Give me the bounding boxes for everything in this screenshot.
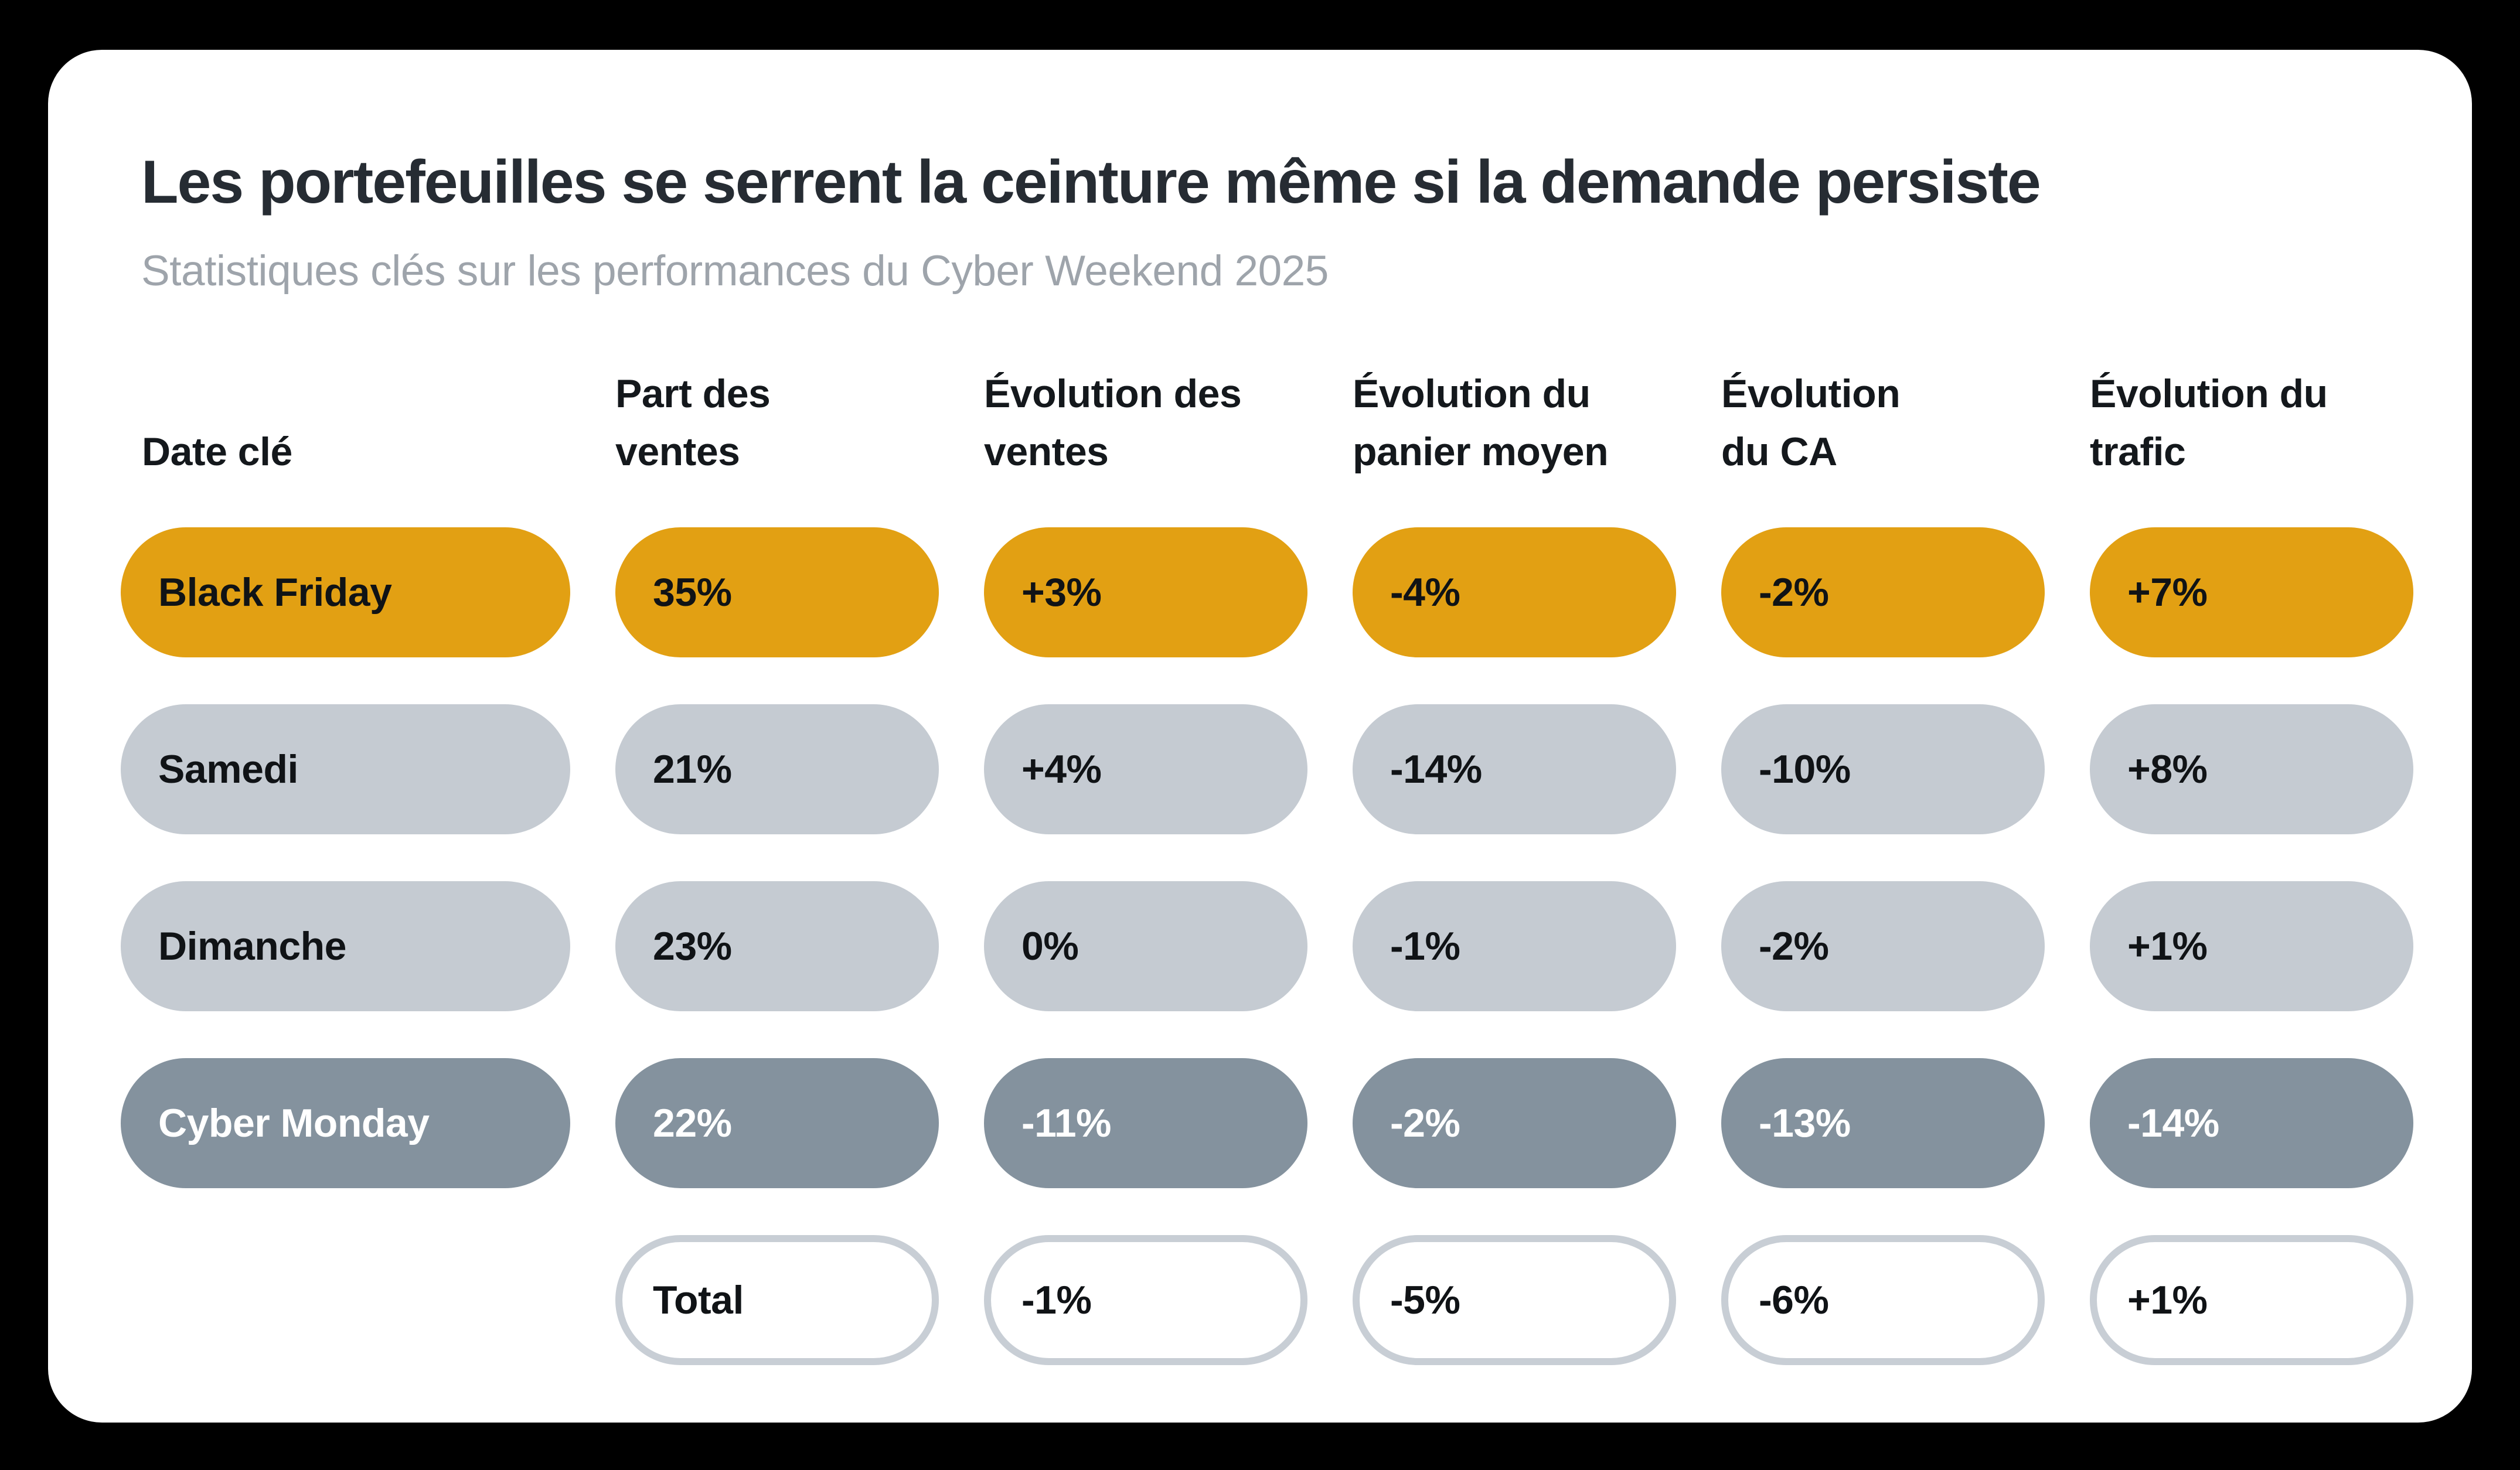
column-header: Évolution du trafic — [2090, 371, 2328, 474]
column-header: Part des ventes — [615, 371, 771, 474]
value-pill: 21% — [615, 704, 939, 835]
column-header: Date clé — [142, 429, 292, 474]
value-pill: +4% — [984, 704, 1307, 835]
value-pill: -6% — [1721, 1235, 2045, 1366]
page-subtitle: Statistiques clés sur les performances d… — [141, 247, 1329, 295]
value-pill: 0% — [984, 881, 1307, 1012]
value-pill: -14% — [2090, 1058, 2413, 1189]
value-pill: -10% — [1721, 704, 2045, 835]
value-pill: -11% — [984, 1058, 1307, 1189]
value-pill: -2% — [1353, 1058, 1676, 1189]
value-pill: 22% — [615, 1058, 939, 1189]
stats-table: Date clé Part des ventes Évolution des ven… — [121, 365, 2416, 1366]
row-label-pill: Cyber Monday — [121, 1058, 570, 1189]
value-pill: -13% — [1721, 1058, 2045, 1189]
value-pill: 35% — [615, 527, 939, 658]
value-pill: +7% — [2090, 527, 2413, 658]
value-pill: +8% — [2090, 704, 2413, 835]
value-pill: -1% — [984, 1235, 1307, 1366]
value-pill: +3% — [984, 527, 1307, 658]
value-pill: 23% — [615, 881, 939, 1012]
value-pill: +1% — [2090, 881, 2413, 1012]
stats-card: Les portefeuilles se serrent la ceinture… — [48, 50, 2472, 1423]
value-pill: -14% — [1353, 704, 1676, 835]
row-label-pill: Samedi — [121, 704, 570, 835]
row-label-pill: Dimanche — [121, 881, 570, 1012]
value-pill: -4% — [1353, 527, 1676, 658]
value-pill: -2% — [1721, 527, 2045, 658]
page-title: Les portefeuilles se serrent la ceinture… — [141, 148, 2041, 216]
value-pill: -5% — [1353, 1235, 1676, 1366]
row-label-pill: Black Friday — [121, 527, 570, 658]
value-pill: -1% — [1353, 881, 1676, 1012]
empty-cell — [121, 1235, 570, 1365]
column-header: Évolution du CA — [1721, 371, 1901, 474]
column-header: Évolution du panier moyen — [1353, 371, 1609, 474]
value-pill: Total — [615, 1235, 939, 1366]
value-pill: -2% — [1721, 881, 2045, 1012]
column-header: Évolution des ventes — [984, 371, 1242, 474]
value-pill: +1% — [2090, 1235, 2413, 1366]
